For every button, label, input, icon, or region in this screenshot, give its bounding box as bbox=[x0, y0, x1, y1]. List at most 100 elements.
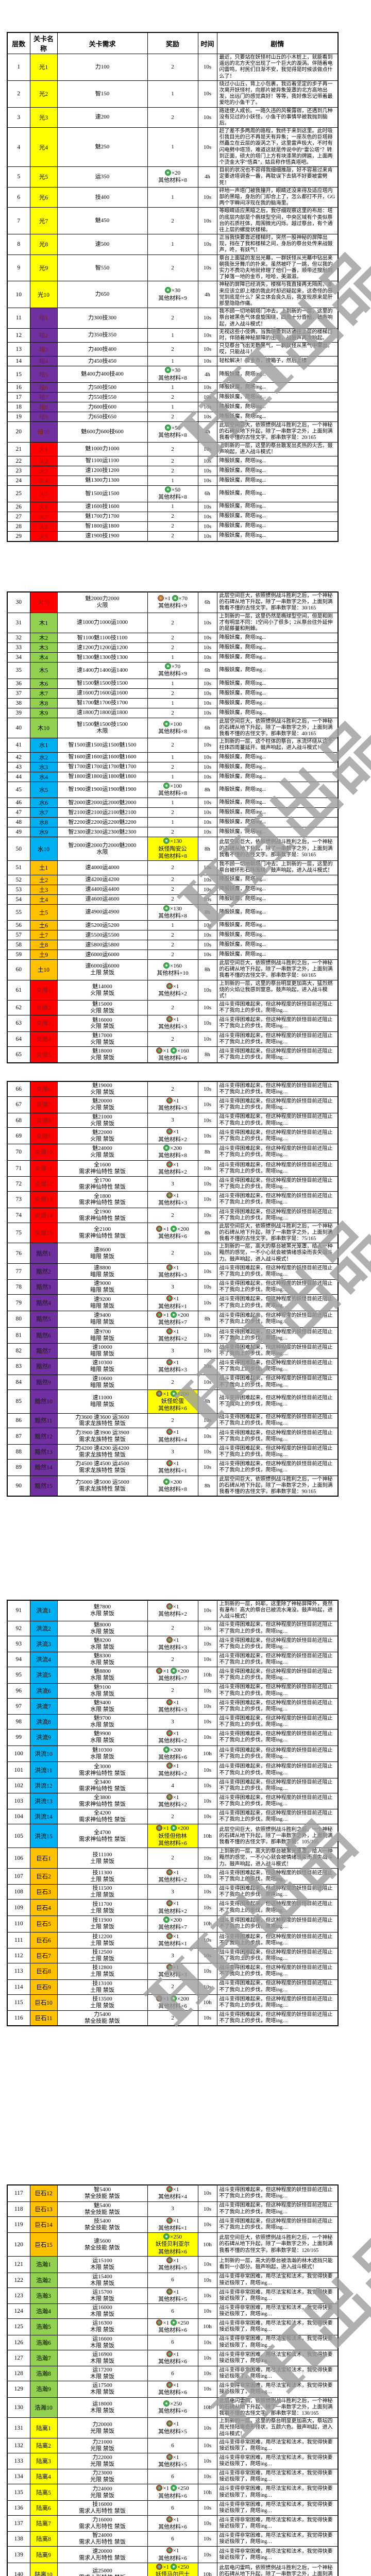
story-cell: 降服妖魔，爬塔ing... bbox=[216, 781, 339, 799]
level-name-cell: 土7 bbox=[29, 930, 58, 941]
story-cell: 上到新的一层，妈耶，这里除了神秘屏障外，竟然有瀑布！高大的祭台已被流水淹没。鼓声… bbox=[216, 1600, 339, 1621]
level-name-cell: 炎爆2 bbox=[29, 1000, 58, 1016]
other-material-label: 其他材料×3 bbox=[158, 1024, 187, 1030]
time-cell: 8h bbox=[197, 1389, 217, 1414]
floor-cell: 86 bbox=[7, 1413, 30, 1429]
table-row: 90 黯然15 力5000 速5000 运5000 需求龙族特性 禁饭 ×200 其他材… bbox=[7, 1475, 339, 1497]
level-name-cell: 木9 bbox=[29, 707, 58, 718]
reward-items: ×1 bbox=[149, 2382, 196, 2389]
story-cell: 战斗变得困难起来，但这种程度的妖怪目前还阻止不了我向上的步伐，爬塔ing… bbox=[216, 1428, 339, 1445]
reward-cell: ×1 其他材料×2 bbox=[147, 1792, 198, 1810]
reward-cell: 3 bbox=[147, 1444, 198, 1460]
table-row: 115 巨石10 技13500 土限 禁饭 ×1 ×200 其他材料×6 10h 战斗变得困… bbox=[7, 1994, 339, 2011]
time-cell: 10s bbox=[197, 860, 217, 875]
reward-items: ×250 bbox=[149, 2233, 196, 2241]
column-header: 时间 bbox=[197, 32, 217, 54]
reward-cell: 2 bbox=[147, 633, 198, 643]
time-cell: 10s bbox=[197, 1848, 217, 1869]
time-cell: 10s bbox=[197, 501, 217, 512]
column-header: 关卡名称 bbox=[29, 32, 58, 54]
reward-cell: 1 bbox=[147, 127, 198, 167]
requirement-cell: 速4200运4200 bbox=[57, 874, 148, 885]
time-cell: 10s bbox=[197, 2546, 217, 2563]
requirement-cell: 魅17000 火限 禁饭 bbox=[57, 1031, 148, 1047]
story-cell: 降服妖魔，爬塔ing... bbox=[216, 940, 339, 951]
level-name-cell: 巨石1 bbox=[29, 1848, 58, 1869]
story-cell: 战斗变得困难起来，但这种程度的妖怪目前还阻止不了我向上的步伐，爬塔ing… bbox=[216, 2184, 339, 2202]
story-cell: 此层空间巨大，依照惯例战斗胜利之后，一个神秘的石碑从地下升起，除了一串数字之外，… bbox=[216, 591, 339, 613]
floor-cell: 91 bbox=[7, 1600, 30, 1621]
reward-cell: 2 bbox=[147, 392, 198, 403]
level-name-cell: 陆离4 bbox=[29, 2469, 58, 2485]
story-cell: 战斗变得困难起来，但这种程度的妖怪目前还阻止不了我向上的步伐，爬塔ing… bbox=[216, 1683, 339, 1699]
floor-cell: 7 bbox=[7, 207, 30, 235]
requirement-cell: 力600技600 bbox=[57, 402, 148, 413]
floor-cell: 129 bbox=[7, 2381, 30, 2398]
level-name-cell: 水7 bbox=[29, 807, 58, 818]
other-material-label: 其他材料×6 bbox=[158, 2003, 187, 2009]
reward-cell: 1 bbox=[147, 234, 198, 255]
level-name-cell: 暗9 bbox=[29, 412, 58, 422]
reward-cell: ×1 其他材料×2 bbox=[147, 1160, 198, 1177]
reward-cell: ×1 ×70 其他材料×9 bbox=[147, 591, 198, 613]
table-row: 139 陆离9 速20000 需求人形特性 禁饭 ×1 其他材料×6 10s 战斗变得非常困… bbox=[7, 2546, 339, 2563]
table-row: 35 木5 速1400力1400运1400 ×70 其他材料×9 6h 降服妖魔，爬塔ing… bbox=[7, 662, 339, 679]
level-name-cell: 浩瀚3 bbox=[29, 2287, 58, 2304]
story-cell: 降服妖魔，爬塔ing... bbox=[216, 771, 339, 782]
reward-cell: 2 bbox=[147, 612, 198, 634]
time-cell: 10s bbox=[197, 1792, 217, 1810]
jade-ring-icon bbox=[163, 2233, 170, 2240]
page-block-3: 66 炎爆6 魅19000 火限 禁饭 2 10s 战斗变得困难起来，但这种程度的妖怪目前… bbox=[7, 1081, 339, 1497]
story-cell: 我不顾一切地朝塔门冲去。上到新的一层，这里的祭台被黑色气体盘旋围绕，四周十分昏暗… bbox=[216, 308, 339, 329]
table-row: 56 土6 速5200运5200 1 10s 降服妖魔，爬塔ing... bbox=[7, 920, 339, 931]
story-cell: 此层空间巨大，依照惯例战斗胜利之后，一个神秘的石碑从地下升起，除了一串数字之外，… bbox=[216, 1222, 339, 1244]
floor-cell: 10 bbox=[7, 281, 30, 309]
jade-ring-icon bbox=[164, 170, 171, 176]
floor-cell: 29 bbox=[7, 531, 30, 542]
table-row: 2 光2 智150 1 10s 绕过小山丘，背上小包裹，我迈着坚定的步子再一次离开妖怪村，… bbox=[7, 80, 339, 108]
time-cell: 10s bbox=[197, 1112, 217, 1128]
table-row: 59 土9 速6000运6000 2 10s 降服妖魔，爬塔ing... bbox=[7, 950, 339, 960]
jade-amulet-icon bbox=[156, 1668, 163, 1674]
requirement-cell: 运17500 木限 禁饭 bbox=[57, 2381, 148, 2398]
table-row: 68 炎爆8 魅21000 火限 禁饭 3 10s 战斗变得困难起来，但这种程度的妖怪目前… bbox=[7, 1112, 339, 1128]
reward-cell: ×1 其他材料×3 bbox=[147, 1635, 198, 1653]
story-cell: 战斗变得困难起来，但这种程度的妖怪目前还阻止不了我向上的步伐，爬塔ing… bbox=[216, 1931, 339, 1949]
level-name-cell: 浩瀚7 bbox=[29, 2349, 58, 2367]
floor-cell: 130 bbox=[7, 2397, 30, 2418]
level-name-cell: 巨石12 bbox=[29, 2184, 58, 2202]
jade-amulet-icon bbox=[156, 1390, 163, 1397]
jade-amulet-icon bbox=[156, 1311, 163, 1318]
table-row: 133 陆离3 力22000 光限 禁饭 ×1 其他材料×5 10s 战斗变得非常困难，用尽… bbox=[7, 2452, 339, 2470]
column-header: 奖励 bbox=[147, 32, 198, 54]
jade-ring-icon bbox=[170, 1825, 177, 1832]
time-cell: 10s bbox=[197, 342, 217, 357]
story-cell: 此层电闪雷鸣，依照惯例战斗胜利之后，一个神秘的石碑从地下升起，除了一串数字之外，… bbox=[216, 2397, 339, 2418]
reward-items: ×1 bbox=[149, 2350, 196, 2358]
time-cell: 10s bbox=[197, 2349, 217, 2367]
level-name-cell: 土5 bbox=[29, 904, 58, 921]
requirement-cell: 运15700 木限 禁饭 bbox=[57, 2287, 148, 2304]
table-row: 84 黯然9 速10600 暗限 禁饭 2 10s 战斗变得困难起来，但这种程度的妖怪目前… bbox=[7, 1374, 339, 1390]
other-material-label: 其他材料×8 bbox=[158, 912, 187, 919]
requirement-cell: 速4000运4000 bbox=[57, 860, 148, 875]
floor-cell: 55 bbox=[7, 904, 30, 921]
time-cell: 10s bbox=[197, 633, 217, 643]
table-row: 128 浩瀚8 运17200 木限 禁饭 6 10s 战斗变得非常困难，用尽法宝和法术，我… bbox=[7, 2366, 339, 2382]
reward-cell: ×1 其他材料×2 bbox=[147, 1868, 198, 1885]
reward-items: ×1 bbox=[149, 2453, 196, 2461]
column-header: 剧情 bbox=[216, 32, 339, 54]
floor-cell: 83 bbox=[7, 1358, 30, 1375]
requirement-cell: 速9400 暗限 禁饭 bbox=[57, 1310, 148, 1328]
requirement-cell: 运16000 木限 禁饭 bbox=[57, 2303, 148, 2319]
jade-amulet-icon bbox=[166, 2547, 173, 2554]
reward-cell: 6 bbox=[147, 2366, 198, 2382]
story-cell: 此层空间巨大，依照惯例战斗胜利之后，一个神秘的石碑从地下升起，除了一串数字之外，… bbox=[216, 959, 339, 980]
time-cell: 10s bbox=[197, 1081, 217, 1097]
time-cell: 10h bbox=[197, 2318, 217, 2335]
requirement-cell: 魅450 bbox=[57, 207, 148, 235]
jade-amulet-icon bbox=[166, 1762, 173, 1769]
table-row: 8 光8 速500 1 10s 正当我快要靠近楼梯时，突然一股神秘的屏障出现，挡在了我和楼… bbox=[7, 234, 339, 255]
requirement-cell: 技5400 禁全技能 禁饭 bbox=[57, 2216, 148, 2233]
requirement-cell: 魅1000力1000 bbox=[57, 442, 148, 456]
